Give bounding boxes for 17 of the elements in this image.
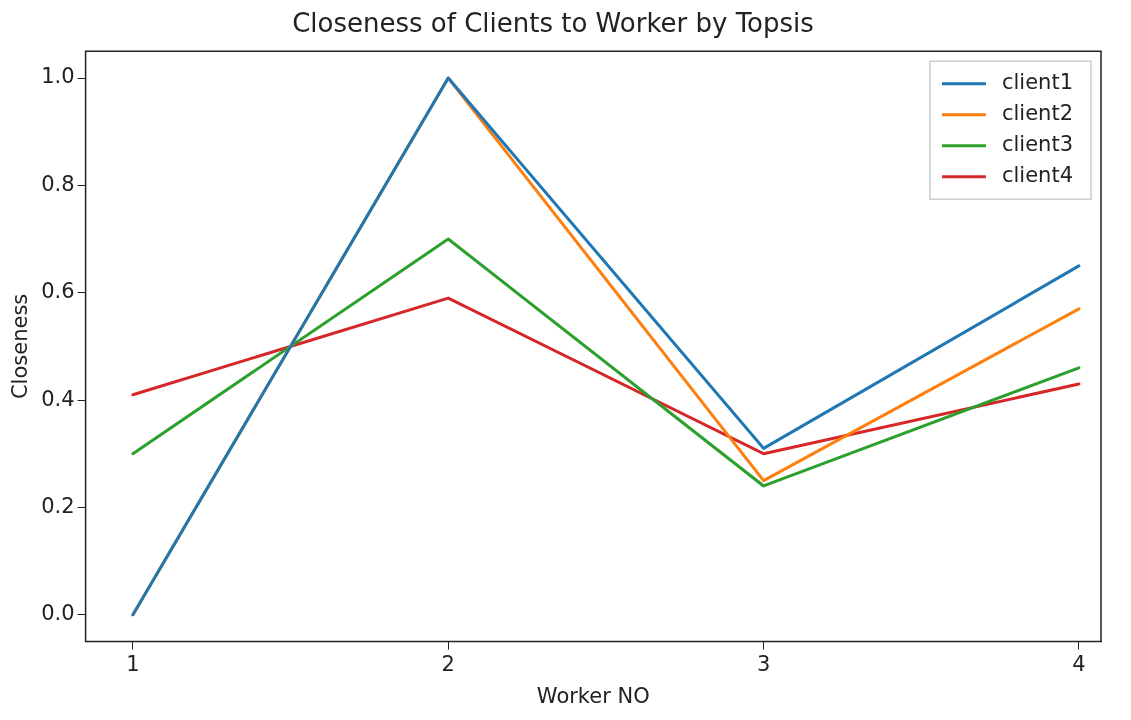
legend-label: client1 bbox=[1001, 70, 1074, 95]
x-tick-label: 2 bbox=[441, 651, 455, 676]
y-axis-title: Closeness bbox=[8, 293, 33, 400]
chart-title: Closeness of Clients to Worker by Topsis bbox=[292, 8, 814, 39]
y-tick-label: 0.6 bbox=[41, 279, 75, 304]
x-axis-title: Worker NO bbox=[536, 683, 650, 708]
y-tick-label: 0.8 bbox=[41, 171, 75, 196]
y-tick-label: 0.4 bbox=[41, 386, 75, 411]
x-tick-label: 3 bbox=[756, 651, 771, 676]
legend-label: client3 bbox=[1001, 132, 1074, 157]
y-tick-label: 1.0 bbox=[41, 64, 75, 89]
legend-label: client2 bbox=[1001, 101, 1074, 126]
x-tick-label: 4 bbox=[1072, 651, 1086, 676]
y-tick-label: 0.2 bbox=[41, 493, 75, 518]
legend-label: client4 bbox=[1001, 163, 1074, 188]
y-tick-label: 0.0 bbox=[41, 601, 75, 626]
x-tick-label: 1 bbox=[126, 651, 140, 676]
